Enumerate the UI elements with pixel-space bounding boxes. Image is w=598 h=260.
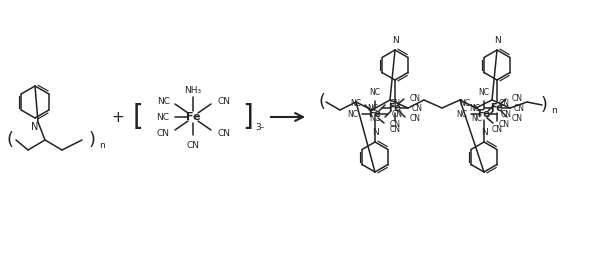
Text: N: N [31, 122, 39, 132]
Text: NC: NC [350, 99, 361, 107]
Text: (: ( [319, 93, 325, 111]
Text: NC: NC [471, 114, 482, 122]
Text: n: n [551, 106, 557, 114]
Text: NC: NC [367, 103, 378, 113]
Text: NC: NC [347, 109, 358, 119]
Text: +: + [112, 109, 124, 125]
Text: NC: NC [459, 99, 470, 107]
Text: (: ( [7, 131, 14, 149]
Text: CN: CN [390, 99, 401, 107]
Text: ]: ] [243, 103, 254, 131]
Text: CN: CN [410, 114, 421, 122]
Text: NC: NC [369, 114, 380, 122]
Text: Fe: Fe [186, 112, 200, 122]
Text: NC: NC [456, 109, 467, 119]
Text: CN: CN [501, 109, 512, 119]
Text: CN: CN [512, 94, 523, 102]
Text: CN: CN [499, 120, 510, 128]
Text: [: [ [133, 103, 144, 131]
Text: NC: NC [370, 88, 380, 97]
Text: CN: CN [512, 114, 523, 122]
Text: NH₃: NH₃ [184, 86, 202, 94]
Text: n: n [99, 140, 105, 150]
Text: N: N [493, 36, 501, 45]
Text: NC: NC [156, 113, 169, 121]
Text: CN: CN [217, 128, 230, 138]
Text: Fe: Fe [389, 103, 401, 113]
Text: 3-: 3- [255, 122, 264, 132]
Text: ): ) [541, 96, 548, 114]
Text: NC: NC [469, 103, 480, 113]
Text: CN: CN [389, 125, 401, 134]
Text: CN: CN [390, 120, 401, 128]
Text: NC: NC [157, 96, 170, 106]
Text: CN: CN [412, 103, 423, 113]
Text: N: N [481, 128, 487, 137]
Text: NC: NC [478, 88, 490, 97]
Text: Fe: Fe [490, 103, 504, 113]
Text: CN: CN [410, 94, 421, 102]
Text: Fe: Fe [368, 109, 382, 119]
Text: CN: CN [156, 128, 169, 138]
Text: Fe: Fe [478, 109, 490, 119]
Text: CN: CN [514, 103, 525, 113]
Text: CN: CN [492, 125, 502, 134]
Text: N: N [371, 128, 379, 137]
Text: N: N [392, 36, 398, 45]
Text: CN: CN [392, 109, 403, 119]
Text: ): ) [89, 131, 96, 149]
Text: CN: CN [217, 96, 230, 106]
Text: CN: CN [499, 99, 510, 107]
Text: CN: CN [187, 141, 200, 150]
